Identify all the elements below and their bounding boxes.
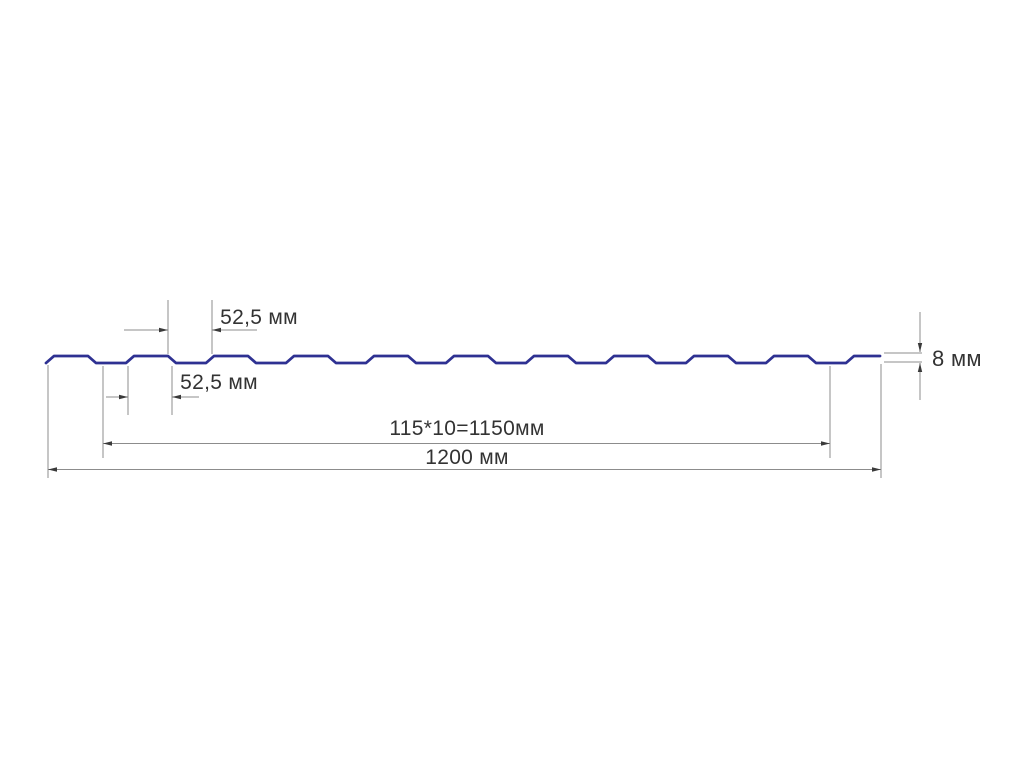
sheet-profile-outline (44, 354, 882, 365)
dimension-lines (47, 300, 922, 478)
overall-width-label: 1200 мм (425, 446, 509, 469)
pitch-top-label: 52,5 мм (220, 306, 298, 329)
module-length-label: 115*10=1150мм (389, 417, 545, 440)
pitch-bottom-label: 52,5 мм (180, 371, 258, 394)
profile-height-label: 8 мм (932, 346, 982, 371)
